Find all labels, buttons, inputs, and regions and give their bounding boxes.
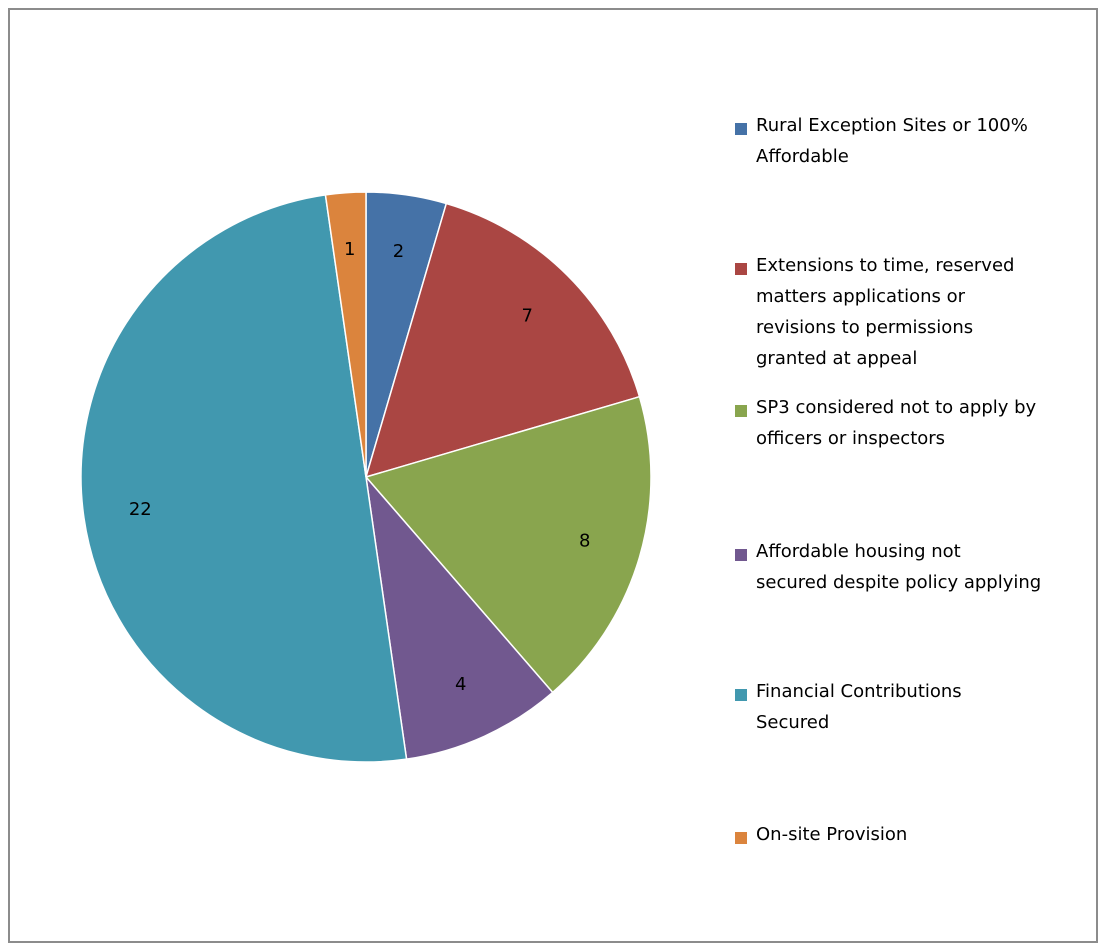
legend-swatch-1 xyxy=(735,123,747,135)
legend-label-6: On-site Provision xyxy=(756,824,908,845)
slice-value-label-1: 2 xyxy=(393,241,404,262)
legend-swatch-5 xyxy=(735,689,747,701)
slice-value-label-6: 1 xyxy=(344,239,355,260)
slice-value-label-5: 22 xyxy=(129,499,152,520)
legend-label-1: Rural Exception Sites or 100% Affordable xyxy=(756,115,1028,167)
legend-swatch-4 xyxy=(735,549,747,561)
legend-label-2: Extensions to time, reserved matters app… xyxy=(756,255,1015,369)
legend-label-5: Financial Contributions Secured xyxy=(756,681,962,733)
legend-item-6: On-site Provision xyxy=(735,824,907,850)
slice-value-label-2: 7 xyxy=(521,305,532,326)
legend: Rural Exception Sites or 100% Affordable… xyxy=(735,0,1095,937)
pie-slice-4 xyxy=(364,474,554,760)
slice-value-label-4: 4 xyxy=(455,674,466,695)
legend-swatch-3 xyxy=(735,405,747,417)
slice-value-label-3: 8 xyxy=(579,531,590,552)
legend-swatch-2 xyxy=(735,263,747,275)
legend-label-3: SP3 considered not to apply by officers … xyxy=(756,397,1037,449)
pie-slices xyxy=(80,191,652,763)
legend-item-2: Extensions to time, reserved matters app… xyxy=(735,255,1014,374)
legend-item-1: Rural Exception Sites or 100% Affordable xyxy=(735,115,1028,172)
pie-slice-6 xyxy=(324,191,367,478)
pie-slice-5 xyxy=(80,194,408,763)
legend-item-4: Affordable housing not secured despite p… xyxy=(735,541,1041,598)
pie-slice-3 xyxy=(364,395,652,694)
legend-item-3: SP3 considered not to apply by officers … xyxy=(735,397,1036,454)
legend-item-5: Financial Contributions Secured xyxy=(735,681,962,738)
pie-slice-labels: 2 7 8 4 22 1 xyxy=(129,239,591,695)
pie-slice-2 xyxy=(364,202,641,479)
legend-swatch-6 xyxy=(735,832,747,844)
legend-label-4: Affordable housing not secured despite p… xyxy=(756,541,1042,593)
